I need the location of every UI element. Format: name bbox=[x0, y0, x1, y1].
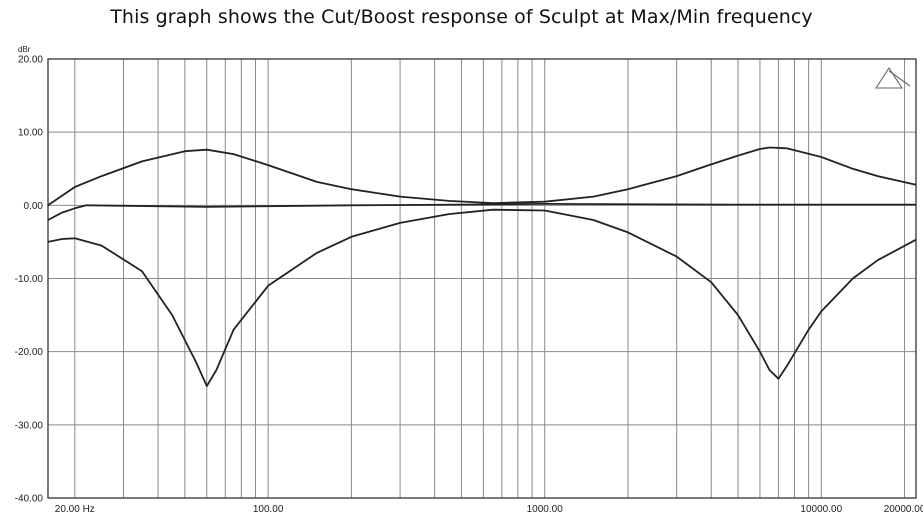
chart-title: This graph shows the Cut/Boost response … bbox=[110, 6, 813, 28]
y-tick-label: 0.00 bbox=[24, 201, 44, 212]
triangle-marker-icon bbox=[874, 66, 911, 89]
x-tick-label: 20000.00 bbox=[884, 504, 923, 515]
response-curve-1 bbox=[47, 146, 917, 207]
x-tick-label: 100.00 bbox=[253, 504, 284, 515]
triangle-pointer bbox=[888, 70, 911, 87]
x-tick-label: 1000.00 bbox=[527, 504, 564, 515]
response-curve-3 bbox=[47, 208, 917, 387]
y-axis-label: dBr bbox=[18, 45, 31, 54]
response-curves bbox=[47, 146, 917, 387]
triangle-shape bbox=[874, 66, 904, 89]
y-tick-label: 10.00 bbox=[18, 128, 43, 139]
y-tick-label: -10.00 bbox=[15, 274, 44, 285]
x-tick-label: 10000.00 bbox=[800, 504, 842, 515]
y-tick-label: 20.00 bbox=[18, 55, 43, 66]
y-tick-label: -30.00 bbox=[15, 420, 44, 431]
y-tick-labels: 20.00 10.00 0.00 -10.00 -20.00 -30.00 -40.00 bbox=[15, 55, 44, 505]
plot-frame bbox=[47, 58, 917, 499]
horizontal-gridlines bbox=[48, 58, 916, 499]
y-tick-label: -20.00 bbox=[15, 347, 44, 358]
response-curve-2 bbox=[47, 203, 916, 221]
x-tick-label: 20.00 Hz bbox=[55, 504, 95, 515]
y-tick-label: -40.00 bbox=[15, 494, 44, 505]
x-tick-labels: 20.00 Hz 100.00 1000.00 10000.00 20000.00 bbox=[55, 504, 923, 515]
